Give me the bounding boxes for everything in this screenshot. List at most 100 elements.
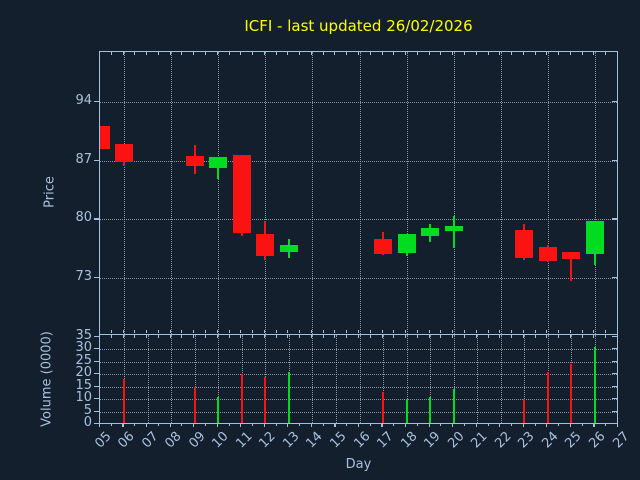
minor-tick bbox=[452, 335, 454, 338]
volume-tick-mark-right bbox=[612, 385, 617, 387]
minor-tick bbox=[393, 52, 395, 55]
minor-tick bbox=[581, 330, 583, 333]
minor-tick bbox=[110, 423, 112, 426]
minor-tick bbox=[252, 423, 254, 426]
day-tick-mark bbox=[428, 423, 430, 427]
minor-tick bbox=[593, 330, 595, 333]
candle-day-24 bbox=[538, 247, 557, 262]
price-tick-label: 87 bbox=[75, 151, 92, 167]
minor-tick bbox=[99, 330, 100, 333]
minor-tick bbox=[558, 52, 560, 55]
minor-tick bbox=[181, 335, 183, 338]
minor-tick bbox=[369, 52, 371, 55]
day-tick-mark bbox=[169, 423, 171, 427]
candle-wick-day-20 bbox=[452, 216, 455, 248]
volume-bar-day-6 bbox=[123, 379, 126, 423]
volume-gridline-h bbox=[100, 374, 617, 375]
price-tick-mark-right bbox=[612, 159, 617, 162]
minor-tick bbox=[393, 335, 395, 338]
price-tick-mark-right bbox=[612, 277, 617, 279]
day-tick-label: 05 bbox=[91, 429, 115, 452]
minor-tick bbox=[605, 52, 607, 55]
minor-tick bbox=[193, 330, 195, 333]
minor-tick bbox=[228, 330, 230, 333]
volume-tick-label: 25 bbox=[75, 352, 92, 368]
volume-tick-label: 30 bbox=[75, 340, 92, 355]
minor-tick bbox=[405, 52, 407, 55]
minor-tick bbox=[169, 52, 171, 55]
minor-tick bbox=[263, 330, 265, 333]
minor-tick bbox=[534, 52, 536, 55]
day-tick-label: 08 bbox=[162, 429, 185, 452]
minor-tick bbox=[605, 335, 607, 338]
price-gridline-v bbox=[453, 52, 455, 334]
minor-tick bbox=[216, 335, 218, 338]
minor-tick bbox=[440, 335, 442, 338]
price-tick-mark bbox=[94, 218, 99, 220]
minor-tick bbox=[546, 335, 548, 338]
minor-tick bbox=[157, 52, 159, 55]
day-tick-mark bbox=[216, 423, 218, 427]
day-tick-mark bbox=[452, 423, 454, 427]
minor-tick bbox=[240, 52, 242, 55]
minor-tick bbox=[558, 335, 560, 338]
minor-tick bbox=[581, 335, 583, 338]
minor-tick bbox=[228, 423, 230, 426]
volume-bar-day-25 bbox=[570, 364, 573, 423]
volume-tick-label: 15 bbox=[75, 377, 92, 393]
day-tick-mark bbox=[404, 423, 407, 427]
minor-tick bbox=[216, 52, 218, 55]
day-tick-mark bbox=[240, 423, 242, 427]
day-tick-mark bbox=[381, 423, 383, 427]
volume-tick-label: 10 bbox=[75, 390, 92, 405]
candle-wick-day-25 bbox=[570, 252, 573, 281]
price-gridline-v bbox=[312, 52, 314, 334]
volume-tick-mark-right bbox=[612, 423, 617, 425]
minor-tick bbox=[334, 52, 336, 55]
minor-tick bbox=[463, 423, 465, 426]
day-tick-mark bbox=[499, 423, 501, 427]
minor-tick bbox=[405, 335, 407, 338]
minor-tick bbox=[204, 330, 206, 333]
volume-gridline-v bbox=[524, 335, 526, 423]
day-tick-label: 20 bbox=[444, 429, 468, 452]
minor-tick bbox=[310, 335, 312, 338]
volume-gridline-h bbox=[100, 349, 617, 350]
volume-tick-mark-right bbox=[612, 348, 617, 350]
minor-tick bbox=[428, 330, 430, 333]
day-tick-mark bbox=[145, 423, 148, 427]
minor-tick bbox=[299, 423, 301, 426]
volume-gridline-v bbox=[477, 335, 479, 423]
minor-tick bbox=[499, 330, 501, 333]
day-tick-label: 06 bbox=[115, 429, 138, 452]
price-gridline-v bbox=[547, 52, 549, 334]
minor-tick bbox=[287, 52, 289, 55]
minor-tick bbox=[463, 52, 465, 55]
volume-tick-label: 5 bbox=[83, 402, 92, 418]
minor-tick bbox=[275, 423, 277, 426]
day-tick-mark bbox=[475, 423, 477, 427]
candle-wick-day-10 bbox=[217, 157, 220, 180]
day-tick-label: 13 bbox=[280, 429, 303, 452]
minor-tick bbox=[605, 330, 607, 333]
day-tick-label: 24 bbox=[539, 429, 562, 452]
minor-tick bbox=[275, 52, 277, 55]
minor-tick bbox=[605, 423, 607, 426]
minor-tick bbox=[228, 52, 230, 55]
volume-tick-mark-right bbox=[612, 410, 617, 412]
candle-day-18 bbox=[397, 233, 416, 253]
minor-tick bbox=[287, 330, 289, 333]
minor-tick bbox=[393, 423, 395, 426]
day-tick-mark bbox=[122, 423, 124, 427]
price-tick-mark bbox=[94, 101, 99, 103]
minor-tick bbox=[463, 330, 465, 333]
minor-tick bbox=[134, 330, 136, 333]
minor-tick bbox=[534, 423, 536, 426]
minor-tick bbox=[193, 52, 195, 55]
minor-tick bbox=[617, 52, 618, 55]
volume-gridline-v bbox=[430, 335, 432, 423]
minor-tick bbox=[310, 330, 312, 333]
minor-tick bbox=[428, 52, 430, 55]
minor-tick bbox=[146, 330, 148, 333]
minor-tick bbox=[569, 330, 571, 333]
